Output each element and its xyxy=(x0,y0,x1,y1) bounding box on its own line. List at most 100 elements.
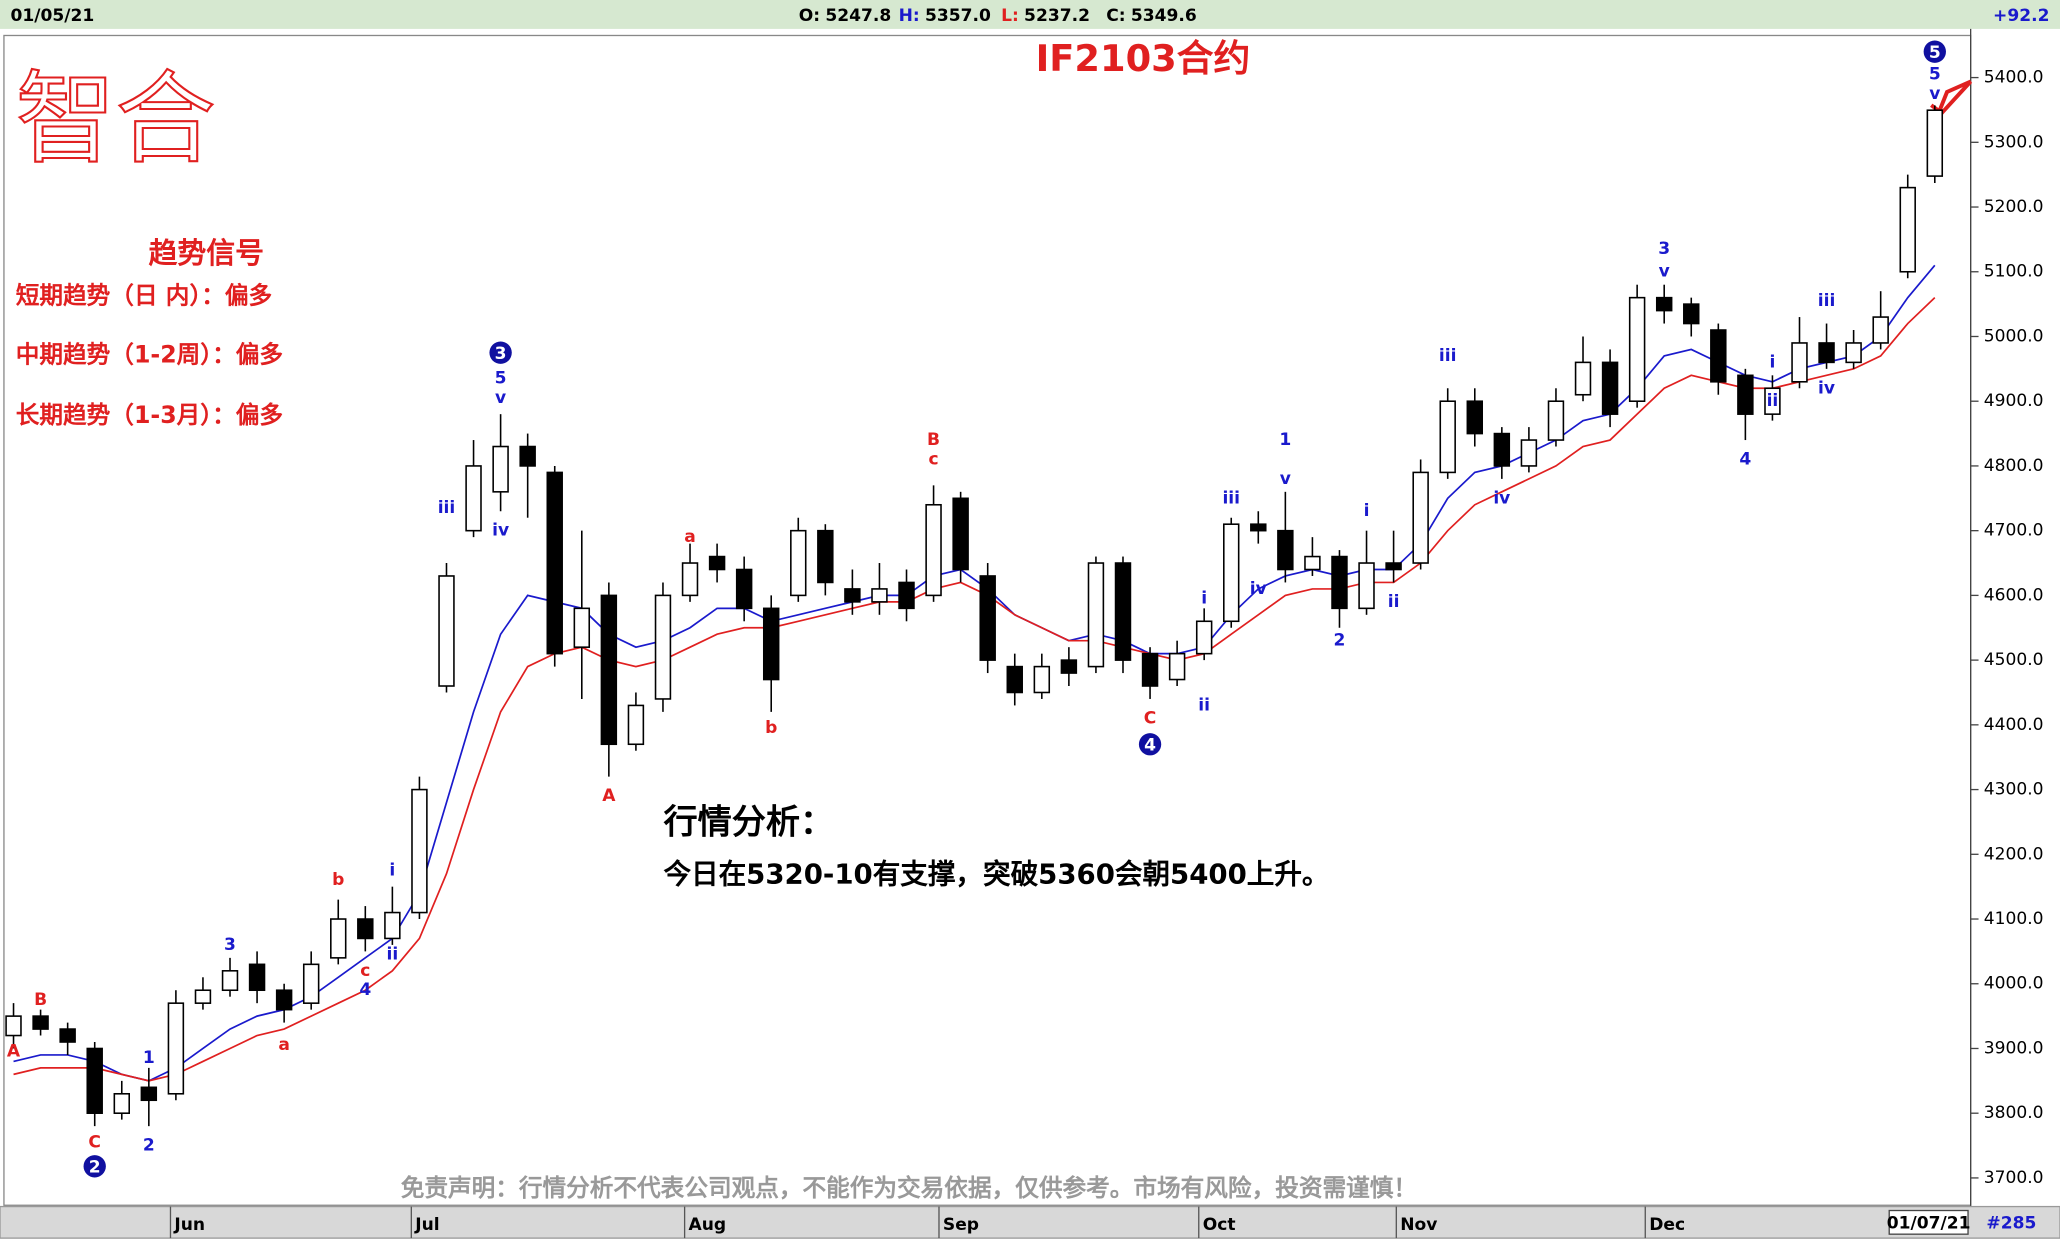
candle-body xyxy=(925,503,942,597)
candle-body xyxy=(600,594,618,746)
candle-body xyxy=(384,911,401,940)
candle-body xyxy=(1223,523,1240,623)
wave-label: ii xyxy=(1198,695,1210,715)
wave-label: iii xyxy=(1818,291,1836,311)
x-tick-label: Aug xyxy=(689,1215,727,1235)
wave-label: a xyxy=(684,527,696,547)
footer-date: 01/07/21 xyxy=(1887,1214,1971,1234)
candle-body xyxy=(1493,432,1511,467)
candle-body xyxy=(844,588,861,603)
candle-body xyxy=(492,445,509,493)
x-tick-label: Dec xyxy=(1649,1215,1685,1235)
candle-body xyxy=(1547,400,1565,441)
wave-label: iv xyxy=(1493,488,1510,508)
header-change: +92.2 xyxy=(1993,6,2049,26)
candle-body xyxy=(519,445,536,467)
candle-body xyxy=(1060,659,1078,674)
wave-circle xyxy=(489,341,512,364)
x-tick-label: Oct xyxy=(1203,1215,1236,1235)
candle-body xyxy=(1250,523,1267,532)
header-label: L: xyxy=(1001,6,1019,26)
candle-body xyxy=(762,607,780,681)
candle-body xyxy=(573,607,591,648)
wave-label: c xyxy=(360,961,370,981)
header-item: C: 5349.6 xyxy=(1106,6,1197,26)
y-tick-label: 3700.0 xyxy=(1984,1168,2044,1188)
y-tick-label: 4900.0 xyxy=(1984,391,2044,411)
wave-label: 3 xyxy=(495,344,507,364)
time-axis-bar xyxy=(0,1205,2060,1239)
candle-body xyxy=(194,989,212,1004)
candle-body xyxy=(357,918,374,940)
candle-body xyxy=(1439,400,1456,474)
wave-label: A xyxy=(602,786,616,806)
wave-label: iv xyxy=(492,521,509,541)
candle-body xyxy=(1683,303,1700,325)
candle-body xyxy=(1872,316,1889,344)
candle-body xyxy=(1412,471,1429,564)
wave-label: 1 xyxy=(143,1048,155,1068)
wave-label: 2 xyxy=(89,1158,101,1178)
wave-label: 3 xyxy=(1658,239,1670,259)
candle-body xyxy=(59,1028,76,1043)
y-tick-label: 4000.0 xyxy=(1984,974,2044,994)
footer-date-box xyxy=(1888,1209,1969,1235)
candle-body xyxy=(221,970,239,992)
candle-body xyxy=(1114,562,1132,661)
y-tick-label: 5000.0 xyxy=(1984,326,2044,346)
y-tick-label: 5100.0 xyxy=(1984,262,2044,282)
candle-body xyxy=(708,555,726,571)
header-value: 5357.0 xyxy=(925,6,991,26)
candle-body xyxy=(546,471,563,655)
wave-label: iv xyxy=(1818,378,1835,398)
wave-label: 4 xyxy=(1144,736,1156,756)
x-tick-label: Jun xyxy=(173,1215,205,1235)
y-tick-label: 5200.0 xyxy=(1984,197,2044,217)
wave-label: 3 xyxy=(224,935,236,955)
candle-body xyxy=(5,1015,22,1037)
analysis-text: 今日在5320-10有支撑，突破5360会朝5400上升。 xyxy=(663,857,1329,890)
chart-title: IF2103合约 xyxy=(1036,37,1251,80)
candle-body xyxy=(1006,665,1023,694)
signal-row: 短期趋势（日 内）：偏多 xyxy=(16,282,272,310)
header-label: O: xyxy=(799,6,820,26)
candle-body xyxy=(1195,620,1213,655)
wave-label: i xyxy=(1770,352,1776,372)
y-tick-label: 4200.0 xyxy=(1984,844,2044,864)
candle-body xyxy=(1331,555,1348,610)
wave-label: iii xyxy=(1439,346,1457,366)
disclaimer: 免责声明：行情分析不代表公司观点，不能作为交易依据，仅供参考。市场有风险，投资需… xyxy=(401,1174,1417,1202)
header-label: C: xyxy=(1106,6,1125,26)
candle-body xyxy=(627,704,645,746)
candle-body xyxy=(113,1092,131,1114)
candle-body xyxy=(438,575,455,687)
candle-body xyxy=(248,963,266,992)
wave-label: 2 xyxy=(1334,631,1346,651)
wave-circle xyxy=(1138,733,1162,756)
wave-label: i xyxy=(1201,589,1207,609)
wave-label: b xyxy=(332,870,344,890)
y-tick-label: 4500.0 xyxy=(1984,650,2044,670)
wave-label: B xyxy=(927,430,940,450)
candle-body xyxy=(1710,329,1727,383)
wave-label: i xyxy=(389,860,395,880)
candle-body xyxy=(32,1015,49,1030)
header-label: H: xyxy=(899,6,920,26)
candle-body xyxy=(411,788,428,914)
candle-body xyxy=(302,963,320,1004)
candle-body xyxy=(1466,400,1484,435)
wave-label: v xyxy=(1659,262,1670,282)
candle-body xyxy=(1655,296,1673,312)
header-value: 5247.8 xyxy=(825,6,891,26)
y-tick-label: 4700.0 xyxy=(1984,521,2044,541)
candle-body xyxy=(1791,342,1808,383)
wave-label: B xyxy=(34,990,47,1010)
x-tick-label: Nov xyxy=(1400,1215,1437,1235)
logo: 智合 xyxy=(16,61,216,178)
y-tick-label: 4800.0 xyxy=(1984,456,2044,476)
x-tick-label: Jul xyxy=(414,1215,439,1235)
wave-label: 5 xyxy=(495,369,507,389)
wave-label: 1 xyxy=(1279,430,1291,450)
wave-label: 5 xyxy=(1929,64,1941,84)
